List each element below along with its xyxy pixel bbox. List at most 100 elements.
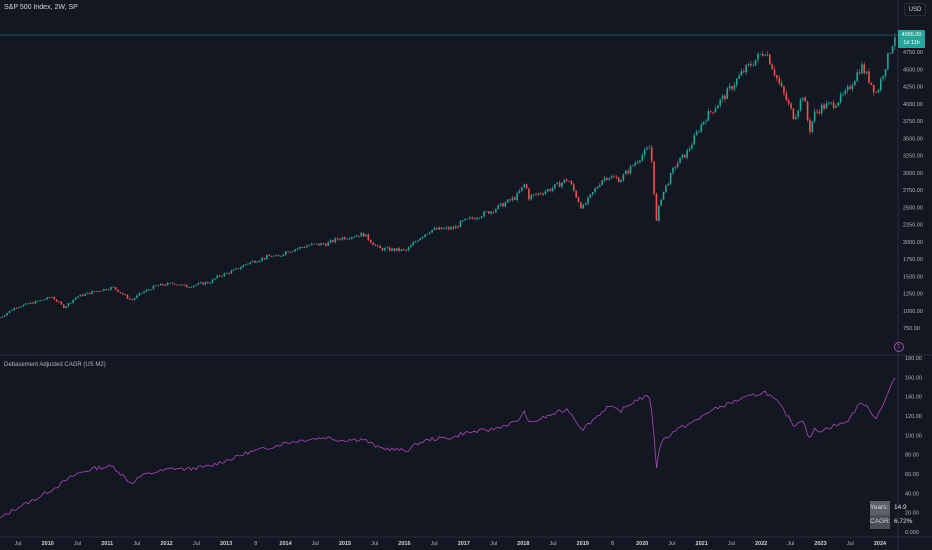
candle-body: [77, 296, 79, 298]
indicator-axis-label: 40.00: [905, 491, 919, 497]
candle-body: [20, 306, 23, 308]
candle-body: [171, 282, 174, 284]
candle-body: [11, 310, 13, 312]
price-axis-label: 2750.00: [903, 188, 923, 194]
candle-body: [407, 247, 410, 251]
candle-body: [381, 248, 384, 251]
candle-body: [884, 69, 887, 77]
candle-body: [426, 233, 429, 235]
time-axis-label: 2010: [42, 541, 54, 547]
candle-body: [372, 242, 374, 245]
stats-label-cagr: CAGR:: [870, 515, 891, 529]
candle-body: [282, 254, 285, 256]
candle-body: [289, 251, 292, 253]
candle-body: [861, 64, 863, 74]
time-axis-label: Jul: [133, 541, 140, 547]
candle-body: [67, 303, 70, 307]
time-axis-label: Jul: [787, 541, 794, 547]
indicator-axis-label: 0.000: [905, 530, 919, 536]
currency-button[interactable]: USD: [904, 3, 926, 16]
candle-body: [629, 165, 632, 174]
candle-body: [443, 228, 445, 230]
candle-body: [650, 147, 653, 162]
candle-body: [306, 245, 308, 248]
candle-body: [412, 242, 415, 246]
candle-body: [714, 108, 717, 113]
candle-body: [3, 315, 6, 317]
candle-body: [662, 191, 665, 200]
time-axis-label: Jul: [550, 541, 557, 547]
price-axis-label: 3250.00: [903, 154, 923, 160]
candle-body: [299, 246, 301, 249]
candle-body: [155, 285, 157, 287]
candle-body: [854, 81, 856, 86]
candle-body: [891, 46, 894, 54]
time-axis-label: 2020: [636, 541, 648, 547]
price-axis-label: 1000.00: [903, 309, 923, 315]
price-axis-label: 2500.00: [903, 205, 923, 211]
candle-body: [86, 292, 89, 294]
candle-body: [773, 69, 776, 76]
candle-body: [870, 82, 873, 85]
candle-body: [275, 255, 278, 257]
candle-body: [377, 245, 379, 247]
candle-body: [849, 86, 851, 89]
candle-body: [499, 203, 502, 206]
candle-body: [301, 246, 304, 248]
candle-body: [336, 238, 339, 240]
sigma-icon[interactable]: Σ: [894, 342, 904, 352]
candle-body: [133, 298, 136, 300]
candle-body: [138, 293, 141, 296]
candle-body: [655, 193, 658, 221]
candle-body: [771, 64, 773, 70]
candle-body: [292, 251, 294, 252]
candle-body: [388, 247, 391, 251]
candle-body: [358, 235, 360, 237]
candle-body: [119, 292, 122, 294]
candle-body: [72, 299, 75, 303]
candle-body: [327, 242, 330, 246]
candle-body: [162, 283, 164, 286]
candle-body: [832, 102, 835, 108]
candle-body: [320, 243, 322, 246]
candle-body: [294, 249, 296, 252]
candle-body: [334, 238, 337, 243]
candle-body: [726, 88, 729, 99]
candle-body: [169, 282, 171, 284]
candle-body: [362, 232, 365, 237]
candle-body: [280, 255, 282, 257]
candle-body: [147, 289, 150, 291]
candle-body: [667, 183, 670, 186]
price-axis-label: 750.00: [903, 326, 920, 332]
candle-body: [351, 237, 353, 239]
candle-body: [464, 218, 466, 221]
candle-body: [310, 243, 313, 246]
candle-body: [476, 218, 478, 220]
candle-body: [591, 192, 594, 195]
candle-body: [485, 211, 488, 213]
candle-body: [55, 299, 58, 302]
candle-body: [181, 284, 183, 286]
candle-body: [627, 170, 629, 174]
time-axis-label: 2011: [101, 541, 113, 547]
candle-body: [504, 202, 507, 207]
candle-body: [825, 103, 828, 109]
candle-body: [192, 285, 195, 287]
candle-body: [879, 78, 882, 90]
candle-body: [634, 163, 636, 166]
candle-body: [707, 111, 710, 121]
time-axis-label: 2022: [755, 541, 767, 547]
indicator-axis-label: 180.00: [905, 356, 922, 362]
candle-body: [114, 286, 117, 290]
candle-body: [570, 181, 573, 185]
candle-body: [240, 267, 242, 270]
indicator-axis-label: 100.00: [905, 433, 922, 439]
time-axis-label: 2015: [339, 541, 351, 547]
candle-body: [556, 182, 559, 185]
candle-body: [643, 149, 646, 156]
candle-body: [695, 131, 698, 136]
stats-row-years: Years: 14.9: [870, 501, 914, 515]
candle-body: [705, 120, 707, 122]
candle-body: [528, 188, 530, 200]
